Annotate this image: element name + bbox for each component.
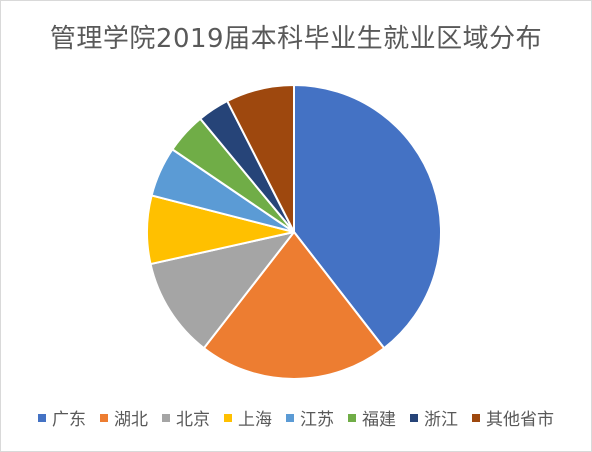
legend-swatch [410,413,418,422]
legend-item-4: 江苏 [286,405,334,430]
legend-swatch [286,413,294,422]
legend-item-5: 福建 [348,405,396,430]
legend-item-6: 浙江 [410,405,458,430]
legend-swatch [162,413,170,422]
legend-label: 北京 [176,410,210,430]
legend-label: 广东 [52,410,86,430]
legend-label: 江苏 [300,410,334,430]
legend-swatch [100,413,108,422]
pie-slices [146,84,442,380]
legend-swatch [472,413,480,422]
pie-slice-0 [293,84,442,350]
legend-swatch [224,413,232,422]
legend-item-3: 上海 [224,405,272,430]
chart-title: 管理学院2019届本科毕业生就业区域分布 [49,24,543,54]
legend-item-7: 其他省市 [472,405,554,430]
pie-slice-7 [226,84,295,233]
legend-swatch [38,413,46,422]
pie-slice-1 [202,231,386,380]
legend-label: 其他省市 [486,410,554,430]
legend-item-2: 北京 [162,405,210,430]
chart-legend: 广东 湖北 北京 上海 江苏 福建 浙江 其他省市 [0,405,592,430]
legend-item-1: 湖北 [100,405,148,430]
legend-swatch [348,413,356,422]
legend-label: 湖北 [114,410,148,430]
legend-label: 福建 [362,410,396,430]
legend-label: 上海 [238,410,272,430]
legend-label: 浙江 [424,410,458,430]
legend-item-0: 广东 [38,405,86,430]
pie-slice-2 [149,231,295,350]
